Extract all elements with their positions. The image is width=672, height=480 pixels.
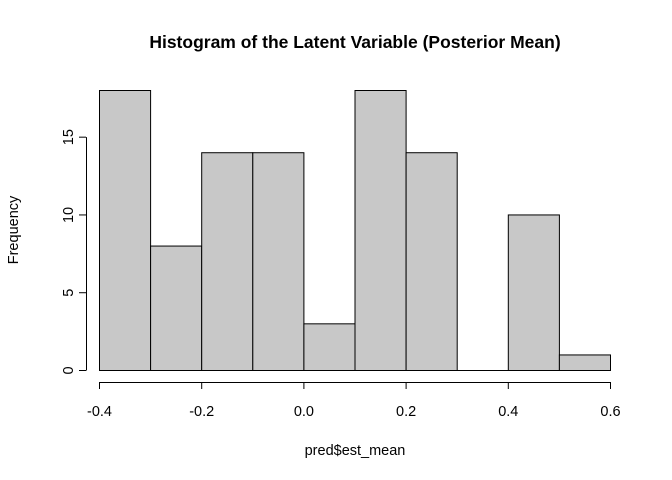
x-tick-label: 0.6 — [600, 404, 620, 420]
histogram-bar — [99, 90, 152, 371]
y-tick-label: 0 — [61, 366, 77, 374]
x-axis: -0.4 -0.2 0.0 0.2 0.4 0.6 — [87, 382, 621, 420]
histogram-bar — [252, 152, 305, 371]
histogram-bar — [303, 323, 356, 372]
histogram-bar — [201, 152, 254, 371]
histogram-bar — [405, 152, 458, 371]
x-tick-label: -0.2 — [189, 404, 214, 420]
y-tick-label: 10 — [61, 207, 77, 223]
histogram-bar — [507, 214, 560, 371]
y-axis: 0 5 10 15 — [61, 129, 87, 375]
chart-title: Histogram of the Latent Variable (Poster… — [149, 32, 560, 52]
x-tick-label: 0.0 — [294, 404, 314, 420]
histogram-bar — [558, 354, 612, 372]
x-tick-label: 0.2 — [396, 404, 416, 420]
bars-group — [99, 90, 612, 372]
x-tick-label: 0.4 — [498, 404, 518, 420]
histogram-bar — [150, 245, 203, 371]
x-tick-label: -0.4 — [87, 404, 112, 420]
y-tick-label: 5 — [61, 289, 77, 297]
x-axis-label: pred$est_mean — [305, 443, 406, 459]
histogram-bar — [354, 90, 407, 371]
y-tick-label: 15 — [61, 129, 77, 145]
y-axis-label: Frequency — [6, 195, 22, 264]
